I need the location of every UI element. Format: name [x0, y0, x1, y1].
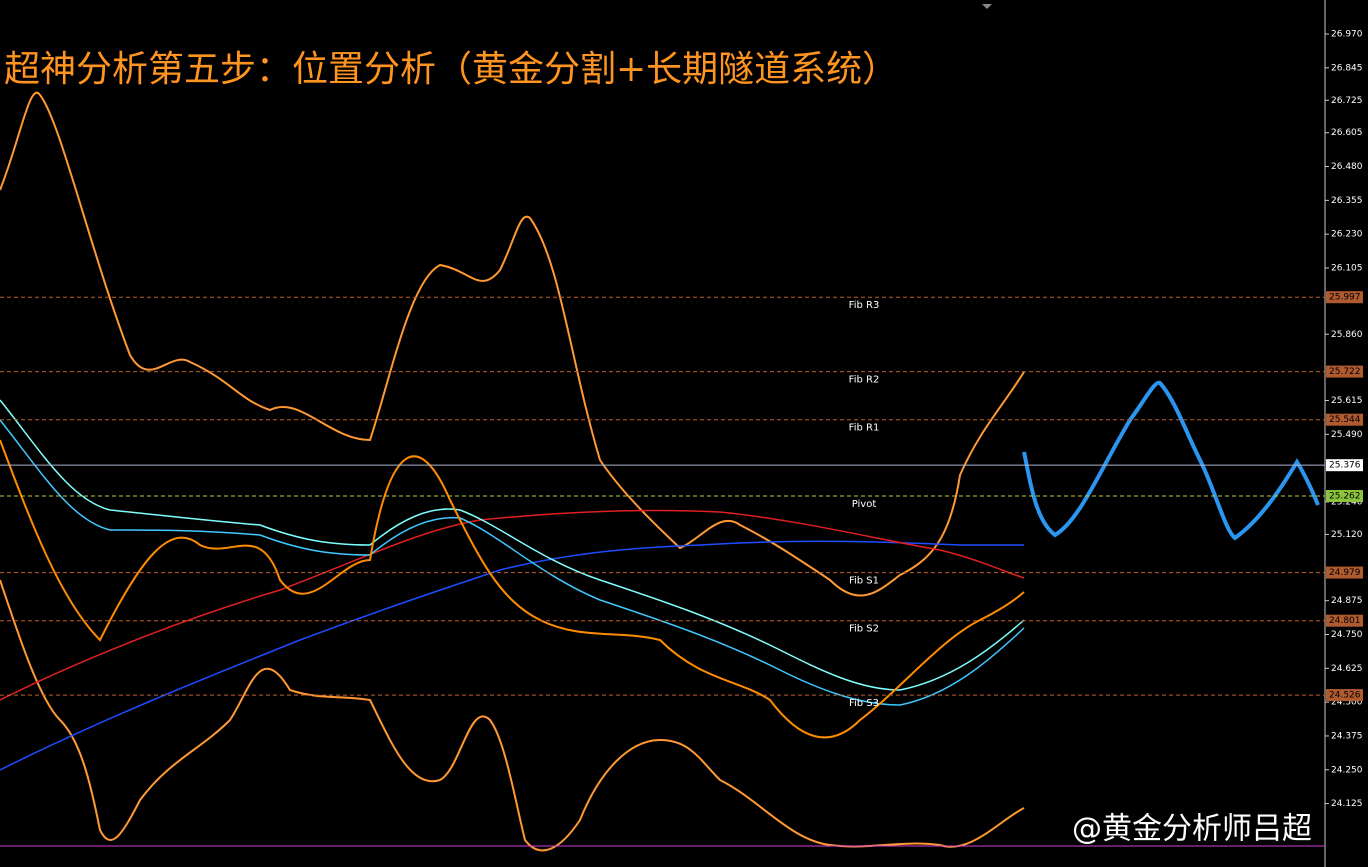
price-tag: [1326, 689, 1363, 702]
level-name: Pivot: [852, 499, 877, 510]
price-tag-label: 25.544: [1329, 415, 1361, 425]
price-tag: [1326, 614, 1363, 627]
short-ma: [0, 439, 1025, 739]
lower-band: [0, 579, 1025, 852]
y-tick-label: 25.860: [1331, 330, 1363, 340]
mid-ma: [0, 509, 1025, 701]
upper-band: [0, 91, 1025, 597]
price-tag-label: 25.262: [1329, 492, 1361, 502]
price-tag: [1326, 413, 1363, 426]
y-tick-label: 25.240: [1331, 497, 1363, 507]
y-tick-label: 24.125: [1331, 799, 1363, 809]
y-tick-label: 26.845: [1331, 63, 1363, 73]
y-tick-label: 26.725: [1331, 96, 1363, 106]
price-tag-label: 25.722: [1329, 367, 1361, 377]
y-tick-label: 24.750: [1331, 630, 1363, 640]
y-tick-label: 26.970: [1331, 30, 1363, 40]
y-tick-label: 24.500: [1331, 698, 1363, 708]
price-tag: [1326, 566, 1363, 579]
current-price-tag: [1326, 459, 1363, 472]
price-tag-label: 24.526: [1329, 691, 1361, 701]
price-tag-label: 25.997: [1329, 293, 1361, 303]
level-name: Fib R3: [849, 300, 880, 311]
y-tick-label: 26.605: [1331, 128, 1363, 138]
y-tick-label: 26.105: [1331, 263, 1363, 273]
price-tag: [1326, 291, 1363, 304]
watermark: @黄金分析师吕超: [1072, 812, 1312, 847]
y-tick-label: 26.355: [1331, 196, 1363, 206]
chart-title: 超神分析第五步：位置分析（黄金分割+长期隧道系统）: [4, 49, 898, 90]
price-tag: [1326, 365, 1363, 378]
level-name: Fib S1: [849, 576, 879, 587]
tunnel-slow: [0, 419, 1025, 706]
y-tick-label: 25.490: [1331, 430, 1363, 440]
y-tick-label: 24.875: [1331, 596, 1363, 606]
y-tick-label: 26.230: [1331, 230, 1363, 240]
price-tag-label: 24.801: [1329, 616, 1361, 626]
long-ma: [0, 540, 1024, 771]
price-tag-label: 24.979: [1329, 568, 1361, 578]
level-name: Fib R2: [849, 375, 880, 386]
plot-area: [0, 91, 1320, 852]
price-tag: [1326, 490, 1363, 503]
tunnel-fast: [0, 399, 1025, 691]
y-tick-label: 24.375: [1331, 731, 1363, 741]
level-name: Fib R1: [849, 423, 880, 434]
y-tick-label: 24.250: [1331, 765, 1363, 775]
current-price-label: 25.376: [1329, 461, 1361, 471]
y-tick-label: 24.625: [1331, 664, 1363, 674]
y-tick-label: 25.120: [1331, 530, 1363, 540]
forecast-path: [1022, 380, 1320, 541]
y-tick-label: 25.615: [1331, 396, 1363, 406]
level-name: Fib S3: [849, 698, 879, 709]
scroll-marker: [982, 4, 992, 9]
y-tick-label: 26.480: [1331, 162, 1363, 172]
level-name: Fib S2: [849, 624, 879, 635]
